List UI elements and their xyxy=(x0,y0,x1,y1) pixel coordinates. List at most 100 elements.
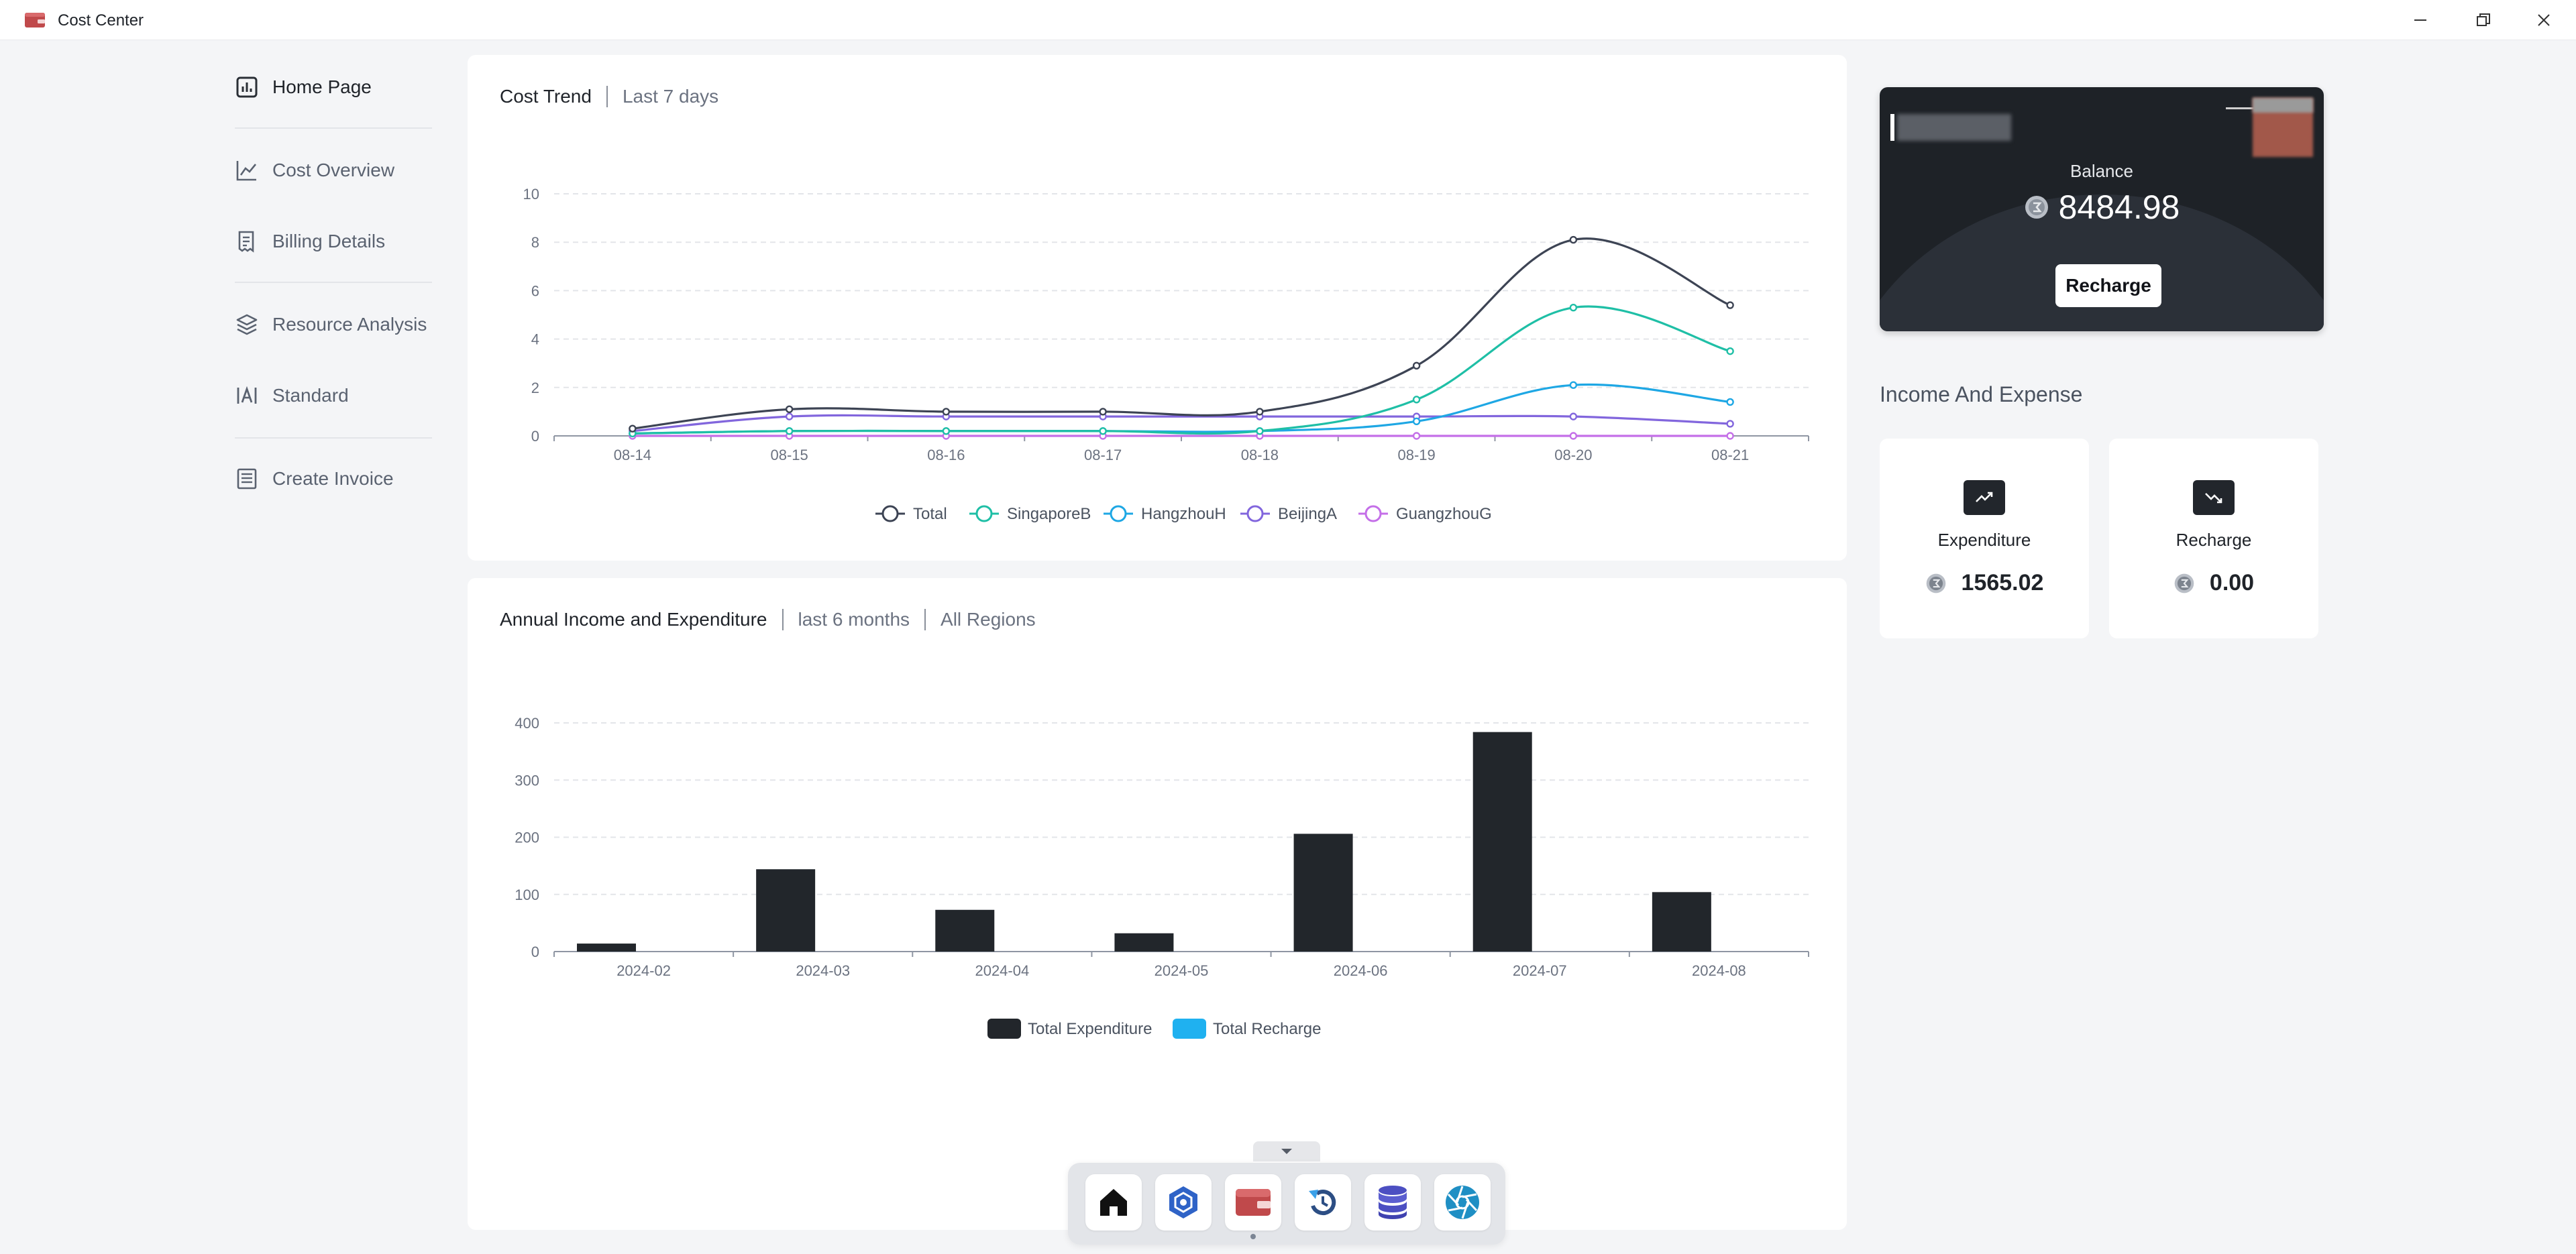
series-line-total xyxy=(632,237,1731,430)
cost-trend-header: Cost Trend Last 7 days xyxy=(500,86,718,107)
expenditure-value: 1565.02 xyxy=(1961,570,2044,595)
data-point xyxy=(1569,412,1578,420)
y-tick-label: 200 xyxy=(515,830,539,846)
sidebar-item-home-page[interactable]: Home Page xyxy=(235,68,436,106)
data-point xyxy=(1412,432,1421,440)
dock-toggle-button[interactable] xyxy=(1253,1141,1320,1161)
dock-database-button[interactable] xyxy=(1364,1174,1421,1231)
coin-icon xyxy=(2025,196,2048,219)
expenditure-card[interactable]: Expenditure 1565.02 xyxy=(1880,439,2089,638)
legend-label: Total Expenditure xyxy=(1028,1020,1152,1038)
dock-aperture-button[interactable] xyxy=(1434,1174,1491,1231)
wallet-app-icon xyxy=(25,13,45,27)
sidebar-divider xyxy=(235,437,432,439)
legend-swatch xyxy=(1173,1019,1206,1039)
x-tick-label: 08-15 xyxy=(770,447,808,463)
account-name-mask xyxy=(1897,114,2011,141)
legend-marker xyxy=(1364,505,1382,522)
expenditure-label: Expenditure xyxy=(1937,530,2031,550)
range-selector[interactable]: last 6 months xyxy=(798,609,910,630)
aperture-icon xyxy=(1446,1186,1479,1219)
y-tick-label: 2 xyxy=(531,380,539,396)
card-title: Annual Income and Expenditure xyxy=(500,609,767,630)
sidebar-item-standard[interactable]: Standard xyxy=(235,377,436,414)
data-point xyxy=(1726,347,1734,355)
header-separator xyxy=(606,86,608,107)
legend-swatch xyxy=(987,1019,1021,1039)
bar-total-expenditure xyxy=(1652,892,1711,952)
recharge-label: Recharge xyxy=(2176,530,2252,550)
y-tick-label: 6 xyxy=(531,282,539,299)
minimize-icon xyxy=(2414,19,2426,21)
balance-arc-decoration xyxy=(1880,194,2324,331)
y-tick-label: 10 xyxy=(523,186,539,203)
window-title: Cost Center xyxy=(58,11,144,30)
recharge-value: 0.00 xyxy=(2209,570,2255,595)
balance-amount: 8484.98 xyxy=(1880,188,2324,227)
legend-marker xyxy=(975,505,993,522)
refresh-icon xyxy=(1309,1190,1336,1216)
data-point xyxy=(1726,301,1734,309)
close-button[interactable] xyxy=(2524,4,2564,36)
dock-refresh-button[interactable] xyxy=(1295,1174,1351,1231)
bar-total-expenditure xyxy=(1114,933,1174,952)
legend-item: Total xyxy=(875,505,947,523)
series-line-singaporeb xyxy=(632,305,1731,435)
legend-marker xyxy=(1246,505,1264,522)
dock-hexagon-button[interactable] xyxy=(1155,1174,1212,1231)
data-point xyxy=(1256,408,1264,416)
legend-label: BeijingA xyxy=(1278,505,1337,523)
avatar-mask xyxy=(2226,107,2259,109)
sidebar-item-billing-details[interactable]: Billing Details xyxy=(235,223,436,260)
x-tick-label: 2024-02 xyxy=(616,962,671,979)
x-tick-label: 2024-08 xyxy=(1692,962,1746,979)
trend-up-icon xyxy=(1964,480,2005,515)
recharge-card[interactable]: Recharge 0.00 xyxy=(2109,439,2318,638)
x-tick-label: 2024-07 xyxy=(1513,962,1567,979)
data-point xyxy=(942,408,951,416)
recharge-button[interactable]: Recharge xyxy=(2055,264,2161,307)
data-point xyxy=(1412,361,1421,370)
y-tick-label: 0 xyxy=(531,428,539,445)
data-point xyxy=(629,424,637,433)
coin-icon xyxy=(2174,573,2194,593)
bar-total-expenditure xyxy=(1472,732,1532,952)
sidebar-divider xyxy=(235,127,432,129)
expenditure-amount: 1565.02 xyxy=(1880,570,2089,596)
y-tick-label: 0 xyxy=(531,944,539,960)
home-icon xyxy=(1100,1189,1127,1216)
data-point xyxy=(1726,398,1734,406)
sidebar-item-label: Resource Analysis xyxy=(272,314,427,335)
header-separator xyxy=(924,609,926,630)
sidebar-item-cost-overview[interactable]: Cost Overview xyxy=(235,152,436,189)
x-tick-label: 2024-06 xyxy=(1334,962,1388,979)
balance-label: Balance xyxy=(2070,161,2133,181)
x-tick-label: 08-21 xyxy=(1711,447,1749,463)
dock-wallet-button[interactable] xyxy=(1225,1174,1281,1231)
restore-button[interactable] xyxy=(2463,4,2504,36)
legend-marker xyxy=(881,505,899,522)
data-point xyxy=(1412,396,1421,404)
y-tick-label: 8 xyxy=(531,234,539,251)
y-tick-label: 300 xyxy=(515,772,539,789)
dock-home-button[interactable] xyxy=(1085,1174,1142,1231)
income-expense-title: Income And Expense xyxy=(1880,382,2083,406)
bar-total-expenditure xyxy=(577,944,636,952)
data-point xyxy=(1726,420,1734,428)
sidebar-item-resource-analysis[interactable]: Resource Analysis xyxy=(235,306,436,343)
annual-income-card: Annual Income and Expenditure last 6 mon… xyxy=(468,578,1847,1230)
data-point xyxy=(1256,427,1264,435)
x-tick-label: 08-14 xyxy=(614,447,651,463)
sidebar-divider xyxy=(235,282,432,283)
bar-total-expenditure xyxy=(1293,834,1353,952)
minimize-button[interactable] xyxy=(2400,4,2440,36)
sidebar-item-create-invoice[interactable]: Create Invoice xyxy=(235,460,436,498)
series-line-beijinga xyxy=(632,414,1731,433)
layers-icon xyxy=(235,312,259,337)
wallet-icon xyxy=(1236,1189,1271,1216)
period-selector[interactable]: Last 7 days xyxy=(622,86,719,107)
region-selector[interactable]: All Regions xyxy=(941,609,1036,630)
y-tick-label: 100 xyxy=(515,887,539,903)
legend-item: BeijingA xyxy=(1240,505,1337,523)
data-point xyxy=(1569,432,1578,440)
